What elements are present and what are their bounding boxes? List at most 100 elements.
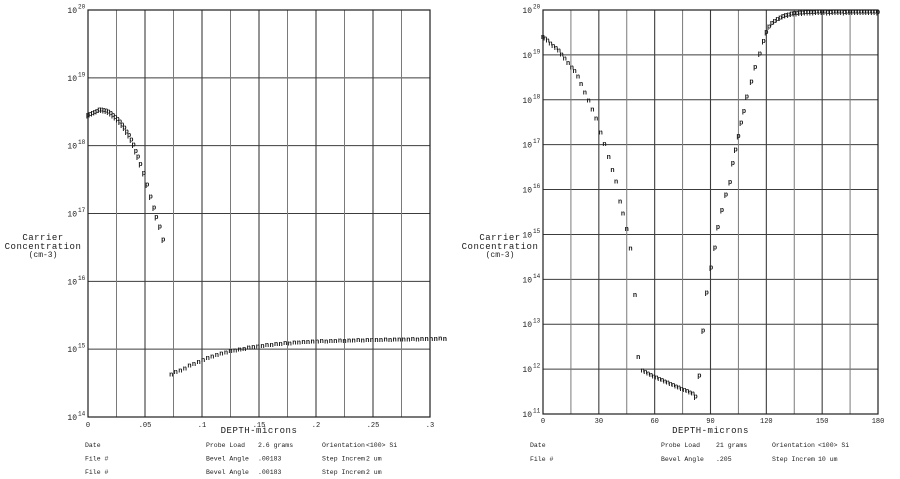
x-tick-label: .1	[198, 422, 206, 430]
data-marker-n: n	[292, 340, 296, 348]
data-marker-n: n	[356, 337, 360, 345]
y-tick-base: 10	[522, 187, 532, 196]
data-marker-n: n	[633, 292, 637, 300]
x-tick-label: .3	[426, 422, 434, 430]
data-marker-p: p	[145, 182, 149, 190]
x-tick-label: 120	[760, 418, 773, 426]
footer-file-label: Date	[85, 442, 101, 449]
data-marker-n: n	[215, 352, 219, 360]
y-axis-title-line: Carrier	[22, 233, 63, 243]
data-marker-n: n	[649, 372, 653, 380]
grid-lines	[88, 9, 430, 418]
data-marker-p: p	[820, 8, 824, 16]
y-tick-exponent: 15	[78, 343, 86, 350]
data-marker-p: p	[95, 108, 99, 116]
data-marker-n: n	[543, 35, 547, 43]
data-marker-n: n	[594, 116, 598, 124]
data-marker-n: n	[274, 341, 278, 349]
data-marker-n: n	[691, 391, 695, 399]
data-marker-p: p	[694, 394, 698, 402]
footer-right-label: Orientation	[772, 442, 815, 449]
data-marker-n: n	[174, 369, 178, 377]
y-tick-exponent: 14	[533, 273, 541, 280]
data-marker-n: n	[652, 373, 656, 381]
data-marker-n: n	[347, 337, 351, 345]
data-marker-n: n	[338, 338, 342, 346]
data-marker-p: p	[814, 9, 818, 17]
data-marker-n: n	[680, 386, 684, 394]
grid-lines	[543, 9, 878, 415]
data-marker-n: n	[279, 341, 283, 349]
data-marker-p: p	[873, 9, 877, 17]
y-tick-base: 10	[522, 366, 532, 375]
data-marker-n: n	[320, 338, 324, 346]
footer-row: File # Bevel Angle .205 Step Increm 10 um	[530, 456, 838, 463]
x-tick-label: 0	[86, 422, 90, 430]
data-marker-p: p	[125, 128, 129, 136]
data-marker-n: n	[297, 339, 301, 347]
data-marker-n: n	[570, 64, 574, 72]
data-marker-p: p	[842, 9, 846, 17]
y-axis-title-line: (cm-3)	[29, 251, 58, 260]
data-marker-n: n	[383, 337, 387, 345]
data-marker-n: n	[219, 350, 223, 358]
data-marker-n: n	[579, 81, 583, 89]
data-marker-n: n	[379, 337, 383, 345]
data-marker-p: p	[753, 64, 757, 72]
data-marker-n: n	[388, 337, 392, 345]
y-tick-base: 10	[67, 346, 77, 355]
y-tick-base: 10	[67, 414, 77, 423]
data-marker-p: p	[154, 214, 158, 222]
data-marker-p: p	[859, 8, 863, 16]
data-marker-p: p	[770, 20, 774, 28]
data-marker-p: p	[90, 110, 94, 118]
data-marker-n: n	[352, 338, 356, 346]
data-marker-p: p	[773, 18, 777, 26]
y-tick-exponent: 16	[533, 183, 541, 190]
data-marker-p: p	[106, 108, 110, 116]
data-marker-n: n	[434, 336, 438, 344]
data-marker-p: p	[823, 9, 827, 17]
data-marker-p: p	[697, 372, 701, 380]
data-marker-n: n	[671, 382, 675, 390]
data-marker-n: n	[666, 380, 670, 388]
data-marker-n: n	[586, 97, 590, 105]
data-marker-n: n	[192, 361, 196, 369]
footer-mid-label: Bevel Angle	[661, 456, 704, 463]
x-tick-label: 150	[816, 418, 829, 426]
data-marker-n: n	[682, 387, 686, 395]
footer-right-value: 10 um	[818, 456, 838, 463]
data-marker-n: n	[201, 357, 205, 365]
data-marker-p: p	[742, 108, 746, 116]
data-marker-n: n	[406, 337, 410, 345]
data-marker-p: p	[716, 224, 720, 232]
data-marker-p: p	[787, 11, 791, 19]
y-tick-base: 10	[67, 75, 77, 84]
data-marker-p: p	[734, 147, 738, 155]
data-marker-n: n	[551, 43, 555, 51]
data-marker-n: n	[674, 384, 678, 392]
data-marker-n: n	[576, 73, 580, 81]
data-marker-p: p	[111, 112, 115, 120]
data-marker-n: n	[169, 372, 173, 380]
y-tick-base: 10	[522, 97, 532, 106]
data-marker-p: p	[817, 9, 821, 17]
x-tick-label: .05	[139, 422, 152, 430]
data-marker-p: p	[876, 9, 880, 17]
data-marker-p: p	[120, 121, 124, 129]
footer-right-label: Orientation	[322, 442, 365, 449]
footer-info: Date Probe Load 21 grams Orientation <100> S…	[530, 442, 849, 463]
footer-right-value: <100> Si	[818, 442, 849, 449]
y-tick-base: 10	[67, 211, 77, 220]
data-marker-p: p	[161, 237, 165, 245]
data-marker-p: p	[728, 179, 732, 187]
data-marker-n: n	[256, 343, 260, 351]
footer-info: Date Probe Load 2.6 grams Orientation <100> …	[85, 442, 397, 476]
footer-file-label: File #	[85, 456, 109, 463]
data-marker-n: n	[614, 179, 618, 187]
data-marker-p: p	[862, 8, 866, 16]
x-tick-label: 0	[541, 418, 545, 426]
footer-mid-value: .00183	[258, 456, 282, 463]
